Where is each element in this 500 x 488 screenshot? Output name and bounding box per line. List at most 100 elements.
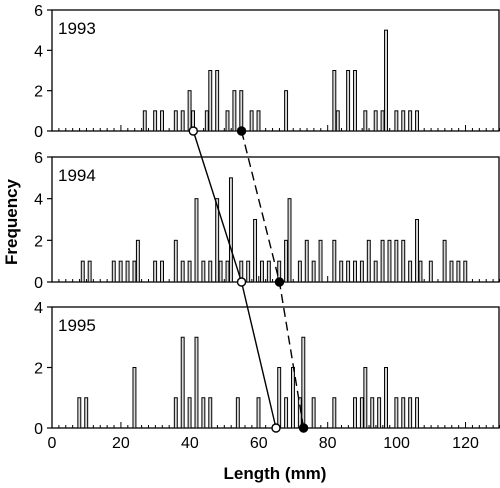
histogram-bar	[301, 336, 306, 429]
panel-frame	[51, 9, 500, 132]
histogram-bar	[232, 90, 237, 132]
histogram-bar	[77, 397, 82, 429]
histogram-bar	[456, 260, 461, 283]
histogram-bar	[266, 260, 271, 283]
histogram-bar	[335, 110, 340, 132]
open-circle-marker	[271, 423, 281, 433]
panel-year-label: 1993	[58, 19, 96, 38]
histogram-bar	[225, 260, 230, 283]
histogram-bar	[187, 260, 192, 283]
histogram-bar	[332, 239, 337, 283]
histogram-bar	[235, 397, 240, 429]
histogram-bar	[380, 110, 385, 132]
histogram-bar	[463, 260, 468, 283]
histogram-bar	[311, 397, 316, 429]
histogram-bar	[153, 260, 158, 283]
y-tick-label: 4	[34, 300, 43, 317]
y-tick-label: 0	[34, 124, 43, 141]
histogram-bar	[153, 110, 158, 132]
histogram-bar	[187, 90, 192, 132]
histogram-bar	[415, 110, 419, 132]
y-axis-title: Frequency	[2, 178, 21, 265]
histogram-bar	[218, 260, 223, 283]
histogram-bar	[304, 239, 309, 283]
histogram-bar	[297, 260, 302, 283]
histogram-bar	[201, 397, 206, 429]
histogram-bar	[142, 110, 147, 132]
histogram-bar	[256, 110, 261, 132]
histogram-bar	[201, 260, 206, 283]
panel-1993: 0 2 4 6 1993	[34, 3, 500, 141]
histogram-bar	[180, 336, 185, 429]
y-tick-label: 0	[34, 275, 43, 292]
filled-circle-marker	[298, 423, 309, 433]
histogram-bar	[173, 397, 178, 429]
histogram-bar	[215, 70, 220, 132]
histogram-bar	[194, 336, 199, 429]
histogram-bar	[80, 260, 85, 283]
panel-year-label: 1995	[58, 316, 96, 335]
histogram-bar	[359, 260, 364, 283]
histogram-bar	[394, 397, 399, 429]
histogram-bar	[311, 260, 316, 283]
histogram-bar	[442, 239, 447, 283]
histogram-bar	[353, 397, 357, 429]
histogram-bar	[353, 260, 357, 283]
histogram-bar	[125, 260, 130, 283]
histogram-bar	[394, 110, 399, 132]
histogram-bar	[256, 397, 261, 429]
panel-1995: 0 2 4 1995	[34, 300, 500, 438]
histogram-bar	[428, 260, 433, 283]
histogram-bar	[332, 397, 337, 429]
x-tick-label: 20	[112, 435, 130, 452]
histogram-bar	[173, 239, 178, 283]
y-tick-label: 4	[34, 43, 43, 60]
histogram-bar	[160, 260, 164, 283]
histogram-bar	[418, 260, 423, 283]
x-tick-label: 120	[452, 435, 479, 452]
histogram-bar	[239, 90, 244, 132]
histogram-bar	[449, 260, 454, 283]
y-tick-label: 6	[34, 3, 43, 20]
panel-year-label: 1994	[58, 166, 96, 185]
histogram-bar	[284, 397, 289, 429]
x-tick-label: 100	[383, 435, 410, 452]
histogram-bar	[332, 70, 337, 132]
histogram-bar	[394, 239, 399, 283]
histogram-bar	[187, 397, 192, 429]
histogram-bar	[415, 397, 419, 429]
tracking-lines-layer	[188, 126, 309, 433]
histogram-bar	[408, 260, 413, 283]
histogram-bar	[87, 260, 92, 283]
histogram-bar	[318, 239, 323, 283]
y-tick-label: 2	[34, 361, 43, 378]
histogram-bar	[204, 110, 209, 132]
histogram-bar	[291, 367, 295, 429]
x-tick-label: 0	[48, 435, 57, 452]
histogram-bar	[373, 110, 378, 132]
histogram-bar	[132, 260, 137, 283]
histogram-bar	[387, 239, 392, 283]
histogram-bar	[180, 110, 185, 132]
histogram-bar	[353, 70, 357, 132]
histogram-bar	[415, 219, 419, 283]
y-tick-label: 4	[34, 192, 43, 209]
y-tick-label: 2	[34, 84, 43, 101]
histogram-bar	[249, 110, 254, 132]
histogram-bar	[401, 397, 406, 429]
histogram-bar	[208, 70, 213, 132]
histogram-bar	[173, 110, 178, 132]
histogram-bar	[366, 239, 371, 283]
histogram-bar	[84, 397, 89, 429]
histogram-bar	[346, 70, 351, 132]
histogram-bar	[246, 260, 251, 283]
histogram-bar	[132, 367, 137, 429]
histogram-bar	[180, 260, 185, 283]
panel-1994: 0 2 4 6 1994	[34, 150, 500, 292]
histogram-bar	[225, 110, 230, 132]
histogram-bar	[373, 260, 378, 283]
histogram-bar	[118, 260, 123, 283]
histogram-bar	[377, 397, 382, 429]
open-circle-marker	[236, 277, 247, 287]
